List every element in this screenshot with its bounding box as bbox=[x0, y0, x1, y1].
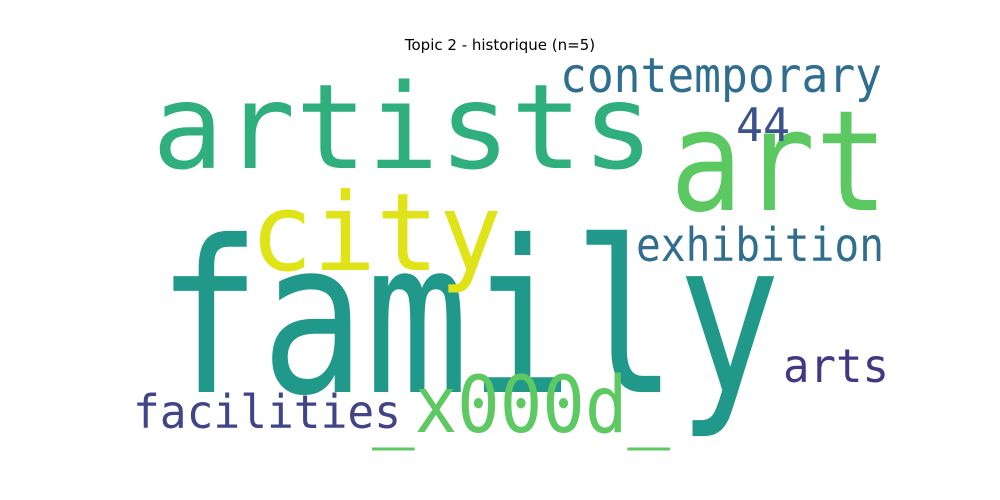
word-arts: arts bbox=[783, 339, 889, 393]
word-family: family bbox=[157, 195, 781, 442]
word-facilities: facilities bbox=[133, 385, 401, 439]
word-x000d: _x000d_ bbox=[372, 361, 670, 451]
word-artists: artists bbox=[152, 58, 654, 196]
word-art: art bbox=[670, 81, 888, 244]
chart-title: Topic 2 - historique (n=5) bbox=[404, 36, 596, 54]
word-exhibition: exhibition bbox=[636, 218, 884, 272]
word-contemporary: contemporary bbox=[560, 48, 882, 104]
word-44: 44 bbox=[736, 98, 790, 152]
word-city: city bbox=[250, 171, 502, 296]
